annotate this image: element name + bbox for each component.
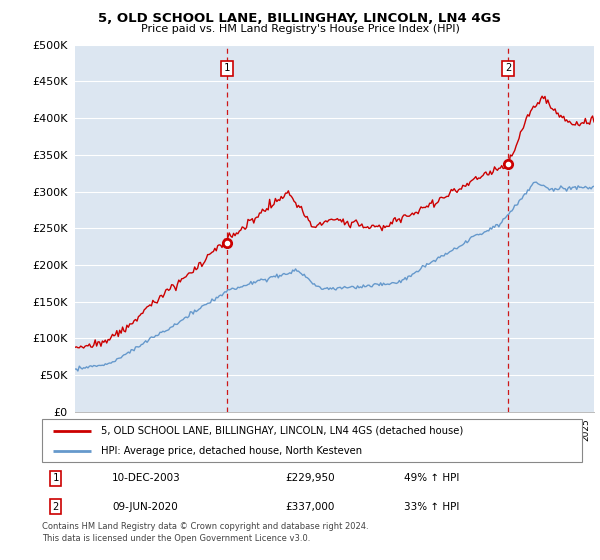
Text: 09-JUN-2020: 09-JUN-2020 xyxy=(112,502,178,512)
Text: 1: 1 xyxy=(52,473,59,483)
Text: 2: 2 xyxy=(505,63,511,73)
Text: Price paid vs. HM Land Registry's House Price Index (HPI): Price paid vs. HM Land Registry's House … xyxy=(140,24,460,34)
Text: £229,950: £229,950 xyxy=(285,473,335,483)
Text: 2: 2 xyxy=(52,502,59,512)
Text: HPI: Average price, detached house, North Kesteven: HPI: Average price, detached house, Nort… xyxy=(101,446,362,456)
Text: 1: 1 xyxy=(224,63,230,73)
Text: 5, OLD SCHOOL LANE, BILLINGHAY, LINCOLN, LN4 4GS (detached house): 5, OLD SCHOOL LANE, BILLINGHAY, LINCOLN,… xyxy=(101,426,464,436)
Text: 33% ↑ HPI: 33% ↑ HPI xyxy=(404,502,459,512)
Text: Contains HM Land Registry data © Crown copyright and database right 2024.
This d: Contains HM Land Registry data © Crown c… xyxy=(42,522,368,543)
Text: 10-DEC-2003: 10-DEC-2003 xyxy=(112,473,181,483)
Text: £337,000: £337,000 xyxy=(285,502,334,512)
Text: 49% ↑ HPI: 49% ↑ HPI xyxy=(404,473,459,483)
FancyBboxPatch shape xyxy=(42,419,582,462)
Text: 5, OLD SCHOOL LANE, BILLINGHAY, LINCOLN, LN4 4GS: 5, OLD SCHOOL LANE, BILLINGHAY, LINCOLN,… xyxy=(98,12,502,25)
